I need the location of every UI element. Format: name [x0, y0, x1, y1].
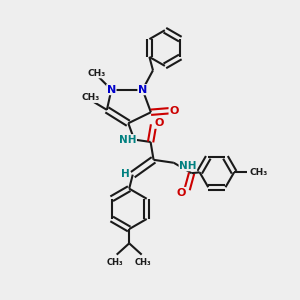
Text: H: H	[121, 169, 130, 179]
Text: NH: NH	[119, 135, 136, 145]
Text: N: N	[107, 85, 116, 95]
Text: CH₃: CH₃	[107, 258, 124, 267]
Text: CH₃: CH₃	[250, 168, 268, 177]
Text: O: O	[176, 188, 186, 197]
Text: CH₃: CH₃	[135, 258, 152, 267]
Text: NH: NH	[179, 161, 196, 171]
Text: O: O	[169, 106, 178, 116]
Text: CH₃: CH₃	[81, 94, 100, 103]
Text: CH₃: CH₃	[87, 69, 106, 78]
Text: N: N	[138, 85, 147, 95]
Text: O: O	[154, 118, 164, 128]
